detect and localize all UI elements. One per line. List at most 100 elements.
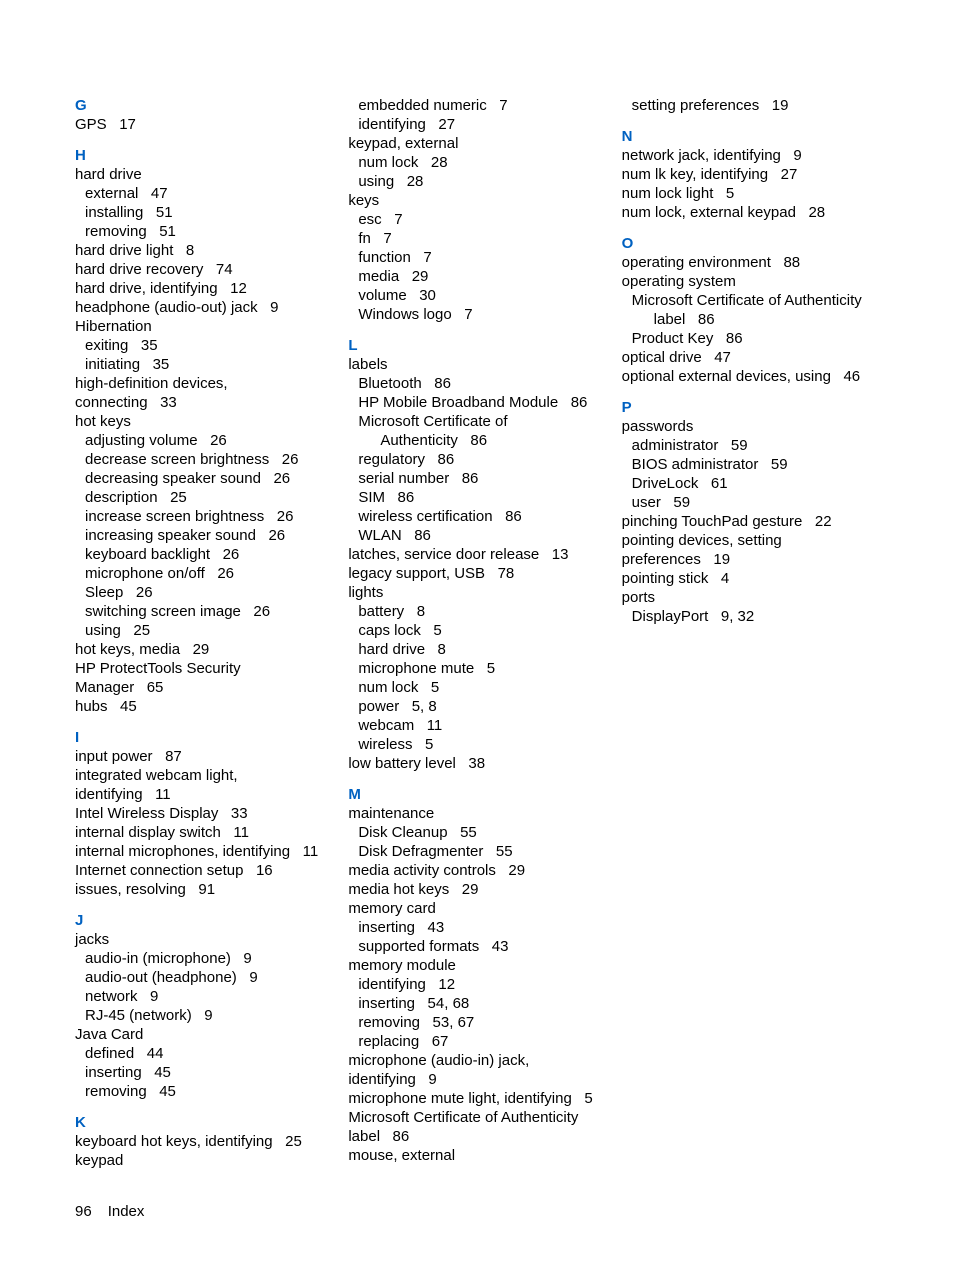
- index-term: num lock light: [622, 185, 714, 202]
- index-entry: Bluetooth 86: [358, 374, 605, 393]
- index-term: keypad, external: [348, 135, 458, 152]
- index-entry: keyboard hot keys, identifying 25: [75, 1132, 332, 1151]
- index-page-ref: 29: [412, 268, 429, 285]
- index-entry: keypad, external: [348, 134, 605, 153]
- index-page-ref: 9: [243, 950, 251, 967]
- index-entry: num lock 28: [358, 153, 605, 172]
- index-page-ref: 30: [419, 287, 436, 304]
- index-entry: decrease screen brightness 26: [85, 450, 332, 469]
- index-letter-n: N: [622, 127, 879, 146]
- index-entry: audio-out (headphone) 9: [85, 968, 332, 987]
- index-term: pointing stick: [622, 570, 709, 587]
- index-entry: lights: [348, 583, 605, 602]
- index-entry: optical drive 47: [622, 348, 879, 367]
- index-entry: power 5, 8: [358, 697, 605, 716]
- index-term: supported formats: [358, 938, 479, 955]
- index-entry: operating environment 88: [622, 253, 879, 272]
- index-entry: embedded numeric 7: [358, 96, 605, 115]
- index-entry: pointing devices, setting preferences 19: [622, 531, 879, 569]
- index-entry: wireless 5: [358, 735, 605, 754]
- index-entry: using 25: [85, 621, 332, 640]
- index-page-ref: 44: [147, 1045, 164, 1062]
- index-term: increase screen brightness: [85, 508, 264, 525]
- index-entry: microphone mute light, identifying 5: [348, 1089, 605, 1108]
- index-entry: Disk Defragmenter 55: [358, 842, 605, 861]
- index-term: replacing: [358, 1033, 419, 1050]
- index-term: volume: [358, 287, 406, 304]
- index-entry: GPS 17: [75, 115, 332, 134]
- index-term: DriveLock: [632, 475, 699, 492]
- index-term: switching screen image: [85, 603, 241, 620]
- index-term: labels: [348, 356, 387, 373]
- index-entry: num lk key, identifying 27: [622, 165, 879, 184]
- index-entry: BIOS administrator 59: [632, 455, 879, 474]
- index-term: Bluetooth: [358, 375, 421, 392]
- index-entry: battery 8: [358, 602, 605, 621]
- index-term: fn: [358, 230, 371, 247]
- index-page-ref: 86: [470, 432, 487, 449]
- index-page-ref: 86: [398, 489, 415, 506]
- index-page-ref: 38: [468, 755, 485, 772]
- index-page-ref: 26: [253, 603, 270, 620]
- index-term: issues, resolving: [75, 881, 186, 898]
- index-entry: audio-in (microphone) 9: [85, 949, 332, 968]
- index-entry: headphone (audio-out) jack 9: [75, 298, 332, 317]
- index-term: memory module: [348, 957, 456, 974]
- index-entry: operating system: [622, 272, 879, 291]
- index-page-ref: 13: [552, 546, 569, 563]
- index-term: removing: [85, 1083, 147, 1100]
- index-entry: passwords: [622, 417, 879, 436]
- index-page-ref: 86: [393, 1128, 410, 1145]
- index-term: hard drive: [358, 641, 425, 658]
- index-entry: issues, resolving 91: [75, 880, 332, 899]
- index-page-ref: 25: [133, 622, 150, 639]
- index-page-ref: 8: [438, 641, 446, 658]
- index-page-ref: 5, 8: [412, 698, 437, 715]
- index-entry: latches, service door release 13: [348, 545, 605, 564]
- index-entry: regulatory 86: [358, 450, 605, 469]
- index-entry: volume 30: [358, 286, 605, 305]
- index-entry: Microsoft Certificate of Authenticity la…: [348, 1108, 605, 1146]
- index-entry: switching screen image 26: [85, 602, 332, 621]
- index-term: maintenance: [348, 805, 434, 822]
- index-entry: keyboard backlight 26: [85, 545, 332, 564]
- index-entry: esc 7: [358, 210, 605, 229]
- index-letter-p: P: [622, 398, 879, 417]
- index-term: decreasing speaker sound: [85, 470, 261, 487]
- index-page-ref: 59: [731, 437, 748, 454]
- index-page-ref: 35: [153, 356, 170, 373]
- index-page-ref: 9: [249, 969, 257, 986]
- index-page-ref: 86: [698, 311, 715, 328]
- index-page-ref: 78: [498, 565, 515, 582]
- index-term: hard drive, identifying: [75, 280, 218, 297]
- index-page-ref: 7: [464, 306, 472, 323]
- index-page-ref: 9: [204, 1007, 212, 1024]
- index-page-ref: 29: [508, 862, 525, 879]
- index-page-ref: 11: [233, 824, 249, 841]
- page-number: 96: [75, 1203, 92, 1220]
- index-page-ref: 74: [216, 261, 233, 278]
- index-entry: removing 45: [85, 1082, 332, 1101]
- index-entry: administrator 59: [632, 436, 879, 455]
- index-page-ref: 67: [432, 1033, 449, 1050]
- index-entry: mouse, external: [348, 1146, 605, 1165]
- index-page-ref: 26: [277, 508, 294, 525]
- index-entry: Disk Cleanup 55: [358, 823, 605, 842]
- index-page-ref: 9: [793, 147, 801, 164]
- index-term: microphone mute light, identifying: [348, 1090, 571, 1107]
- index-letter-h: H: [75, 146, 332, 165]
- index-page-ref: 12: [438, 976, 455, 993]
- index-page-ref: 61: [711, 475, 728, 492]
- index-page-ref: 19: [772, 97, 789, 114]
- index-entry: Intel Wireless Display 33: [75, 804, 332, 823]
- index-term: optional external devices, using: [622, 368, 831, 385]
- index-entry: hard drive 8: [358, 640, 605, 659]
- index-term: caps lock: [358, 622, 421, 639]
- index-entry: wireless certification 86: [358, 507, 605, 526]
- index-term: microphone (audio-in) jack, identifying: [348, 1052, 529, 1088]
- index-entry: hard drive light 8: [75, 241, 332, 260]
- index-entry: HP ProtectTools Security Manager 65: [75, 659, 332, 697]
- index-page-ref: 86: [414, 527, 431, 544]
- index-entry: Microsoft Certificate of Authenticity la…: [632, 291, 879, 329]
- index-page-ref: 25: [170, 489, 187, 506]
